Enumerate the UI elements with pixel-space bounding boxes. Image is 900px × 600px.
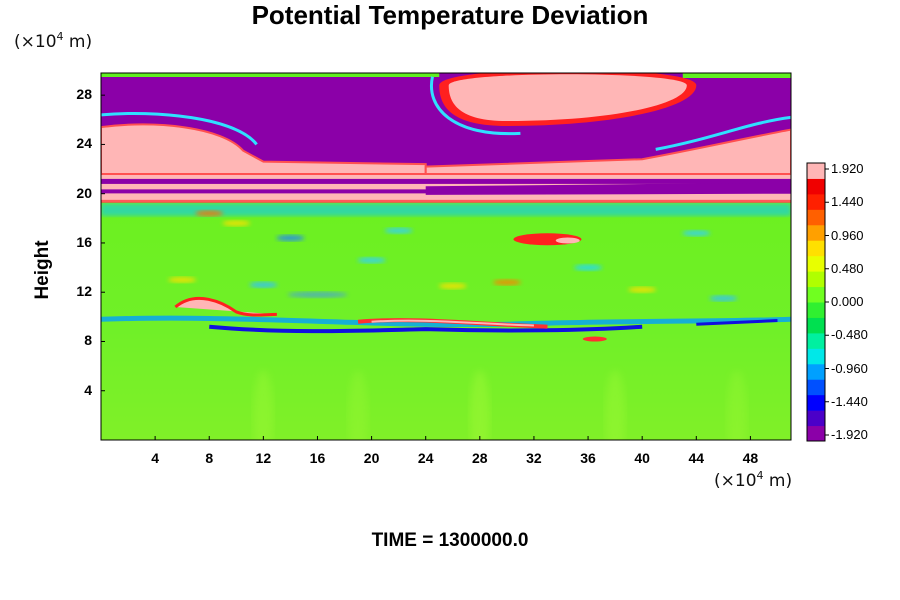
colorbar-tick-label: -1.440	[831, 393, 868, 409]
speck-10	[249, 281, 278, 288]
x-tick-label: 28	[472, 450, 488, 466]
speck-1	[384, 227, 413, 234]
plot-frame	[100, 72, 792, 441]
speck-12	[357, 257, 386, 264]
wave-blue-upper	[287, 291, 348, 298]
colorbar-swatch	[807, 317, 825, 334]
speck-6	[492, 279, 521, 286]
colorbar-swatch	[807, 193, 825, 210]
colorbar-swatch	[807, 163, 825, 179]
colorbar-swatch	[807, 394, 825, 411]
colorbar-swatch	[807, 379, 825, 396]
plume-3	[605, 370, 626, 440]
colorbar-swatch	[807, 410, 825, 427]
purple-seam-1	[101, 178, 791, 184]
colorbar-swatch	[807, 178, 825, 195]
y-tick-label: 28	[76, 86, 92, 103]
top-edge-right	[682, 73, 791, 78]
x-tick-label: 4	[151, 450, 159, 466]
colorbar-swatch	[807, 209, 825, 226]
x-tick-label: 12	[255, 450, 272, 466]
colorbar-tick-label: 0.480	[831, 260, 864, 276]
y-tick-label: 8	[84, 332, 92, 349]
speck-8	[628, 286, 657, 293]
x-tick-label: 36	[580, 450, 596, 466]
y-tick-label: 12	[76, 283, 92, 300]
colorbar-swatch	[807, 271, 825, 288]
plume-2	[469, 370, 490, 440]
x-tick-label: 44	[688, 450, 705, 466]
y-axis-unit: (×104 m)	[14, 30, 93, 52]
wave-pink-mid	[371, 319, 534, 327]
dome-cyan-edge	[429, 76, 521, 136]
colorbar-tick-label: -0.960	[831, 360, 868, 376]
colorbar-swatch	[807, 224, 825, 241]
x-tick-label: 32	[526, 450, 542, 466]
speck-2	[682, 230, 711, 237]
speck-9	[709, 295, 738, 302]
colorbar-swatch	[807, 255, 825, 272]
upper-pink-dome	[448, 74, 687, 122]
heatmap-field	[101, 73, 791, 440]
purple-seam-3	[425, 182, 791, 195]
right-layer-edge	[655, 115, 791, 151]
colorbar-swatch	[807, 240, 825, 257]
speck-11	[574, 264, 603, 271]
time-label: TIME = 1300000.0	[371, 530, 529, 551]
colorbar-tick-label: 0.960	[831, 227, 864, 243]
colorbar-swatch	[807, 348, 825, 365]
colorbar-tick-label: 1.440	[831, 194, 864, 210]
x-axis-unit: (×104 m)	[714, 469, 793, 491]
top-edge-left	[101, 73, 440, 77]
x-axis	[154, 436, 751, 440]
right-pink-layer	[424, 128, 791, 175]
colorbar-swatch	[807, 332, 825, 349]
wave-blue	[209, 324, 643, 334]
colorbar	[806, 162, 829, 442]
colorbar-swatch	[807, 363, 825, 380]
colorbar-tick-label: -1.920	[831, 427, 868, 442]
y-tick-label: 24	[76, 135, 92, 152]
y-tick-label: 16	[76, 233, 92, 250]
plume-4	[726, 370, 747, 440]
x-tick-label: 16	[309, 450, 326, 466]
left-pink-layer	[101, 123, 427, 175]
chart-title: Potential Temperature Deviation	[251, 0, 649, 30]
x-tick-label: 24	[417, 450, 434, 466]
warm-patch-core	[555, 237, 580, 244]
x-tick-label: 48	[742, 450, 759, 466]
plume-1	[348, 370, 369, 440]
speck-0	[276, 235, 305, 242]
red-edge-mid	[101, 199, 791, 203]
y-axis	[101, 94, 105, 392]
speck-7	[168, 276, 197, 283]
purple-seam-2	[101, 189, 440, 194]
plume-0	[253, 370, 274, 440]
wave-pink-left	[174, 296, 277, 317]
speck-3	[222, 220, 251, 227]
colorbar-swatch	[807, 425, 825, 442]
x-tick-label: 8	[205, 450, 214, 466]
lower-top-band	[101, 203, 791, 216]
speck-4	[195, 210, 224, 217]
x-tick-label: 20	[363, 450, 380, 466]
y-tick-label: 20	[76, 184, 92, 201]
wave-red-right	[582, 336, 607, 342]
colorbar-tick-label: -0.480	[831, 327, 868, 343]
speck-5	[438, 283, 467, 290]
y-tick-label: 4	[84, 381, 92, 398]
colorbar-tick-label: 0.000	[831, 294, 864, 309]
x-tick-label: 40	[634, 450, 650, 466]
colorbar-tick-label: 1.920	[831, 161, 864, 176]
wave-blue-right	[696, 319, 778, 326]
colorbar-swatch	[807, 302, 825, 318]
left-layer-edge	[101, 111, 258, 146]
colorbar-swatch	[807, 286, 825, 303]
